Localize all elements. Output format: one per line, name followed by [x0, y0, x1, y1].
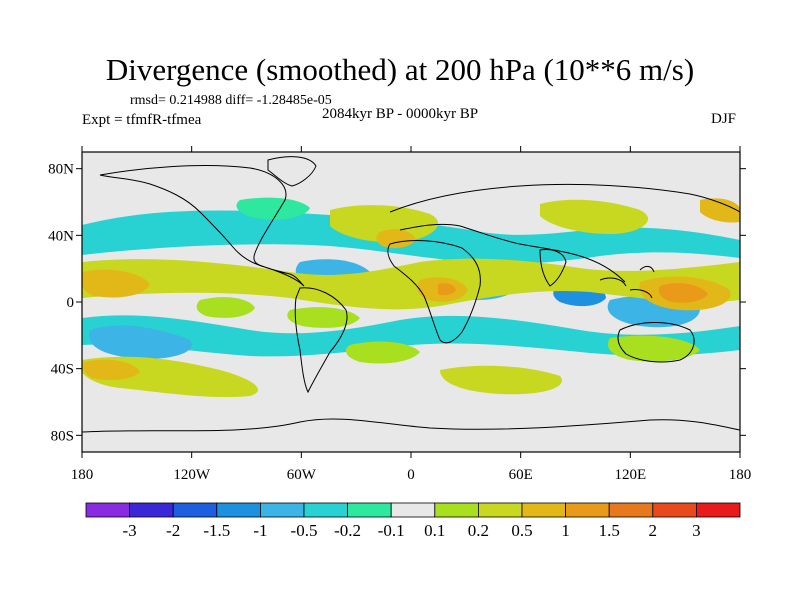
field-patch: [196, 297, 255, 318]
coastlines: [82, 156, 740, 433]
colorbar-label: 0.2: [468, 521, 489, 540]
colorbar-swatch: [434, 502, 479, 518]
colorbar-swatch: [259, 502, 305, 518]
coastline-africa: [387, 240, 481, 344]
colorbar-label: 0.5: [511, 521, 532, 540]
coastline-south-america: [294, 287, 348, 394]
lon-tick-label: 180: [71, 467, 94, 483]
lat-tick-label: 40N: [48, 228, 74, 244]
coastline-europe-asia: [389, 183, 740, 283]
colorbar-label: -0.2: [334, 521, 361, 540]
field-patch: [82, 269, 150, 298]
colorbar-label: -1.5: [203, 521, 230, 540]
lon-tick-label: 120W: [173, 467, 211, 483]
field-patch: [376, 229, 416, 248]
colorbar-label: 2: [649, 521, 658, 540]
colorbar-swatch: [652, 502, 697, 518]
rmsd-diff-stats: rmsd= 0.214988 diff= -1.28485e-05: [130, 93, 332, 108]
colorbar-label: 1: [561, 521, 570, 540]
colorbar-label: 3: [692, 521, 701, 540]
coastline-north-america: [99, 165, 305, 287]
coastline-maritime-continent: [599, 265, 655, 299]
season-label: DJF: [711, 111, 737, 127]
colorbar: -3 -2 -1.5 -1 -0.5 -0.2 -0.1 0.1 0.2 0.5 1 1.5 2 3: [85, 502, 741, 540]
colorbar-swatch: [172, 502, 218, 518]
field-patch: [82, 315, 740, 357]
coastline-australia: [617, 322, 695, 363]
field-patch: [608, 335, 700, 362]
field-patch: [287, 307, 360, 328]
coastline-india: [539, 249, 567, 287]
field-patch: [540, 199, 649, 234]
lon-tick-label: 0: [407, 467, 415, 483]
lon-tick-label: 60W: [287, 467, 317, 483]
field-patch: [345, 341, 420, 364]
colorbar-swatch: [303, 502, 348, 518]
divergence-field: [82, 197, 740, 398]
lat-tick-label: 40S: [51, 362, 74, 378]
field-patch: [700, 198, 740, 223]
colorbar-swatch: [85, 502, 130, 518]
field-patch: [89, 325, 192, 359]
colorbar-swatch: [390, 502, 436, 518]
lon-tick-label: 180: [729, 467, 752, 483]
period-label: 2084kyr BP - 0000kyr BP: [322, 106, 479, 122]
colorbar-swatch: [347, 502, 392, 518]
colorbar-swatch: [129, 502, 174, 518]
colorbar-label: -1: [253, 521, 267, 540]
field-patch: [438, 283, 456, 296]
lon-tick-label: 120E: [614, 467, 646, 483]
lon-tick-label: 60E: [509, 467, 533, 483]
field-patch: [83, 359, 140, 380]
field-patch: [658, 283, 708, 303]
colorbar-swatch: [608, 502, 654, 518]
coastline-antarctica: [82, 418, 740, 433]
colorbar-swatch: [216, 502, 261, 518]
plot-title: Divergence (smoothed) at 200 hPa (10**6 …: [105, 52, 695, 87]
colorbar-swatch: [477, 502, 523, 518]
colorbar-label: -0.1: [378, 521, 405, 540]
field-patch: [330, 205, 439, 243]
colorbar-swatch: [521, 502, 566, 518]
coastline-greenland: [267, 156, 317, 187]
field-patch: [82, 258, 740, 310]
field-patch: [440, 365, 562, 395]
field-patch: [236, 197, 310, 220]
lat-tick-label: 0: [67, 295, 75, 311]
colorbar-label: -0.5: [291, 521, 318, 540]
colorbar-label: -3: [123, 521, 137, 540]
lat-tick-label: 80S: [51, 428, 74, 444]
axis-ticks: 80N 40N 0 40S 80S 180 120W 60W 0 60E 120E 180: [48, 146, 751, 483]
colorbar-swatch: [565, 502, 610, 518]
colorbar-label: 0.1: [424, 521, 445, 540]
colorbar-swatch: [696, 502, 741, 518]
lat-tick-label: 80N: [48, 162, 74, 178]
colorbar-label: -2: [166, 521, 180, 540]
colorbar-label: 1.5: [599, 521, 620, 540]
experiment-label: Expt = tfmfR-tfmea: [82, 112, 202, 128]
